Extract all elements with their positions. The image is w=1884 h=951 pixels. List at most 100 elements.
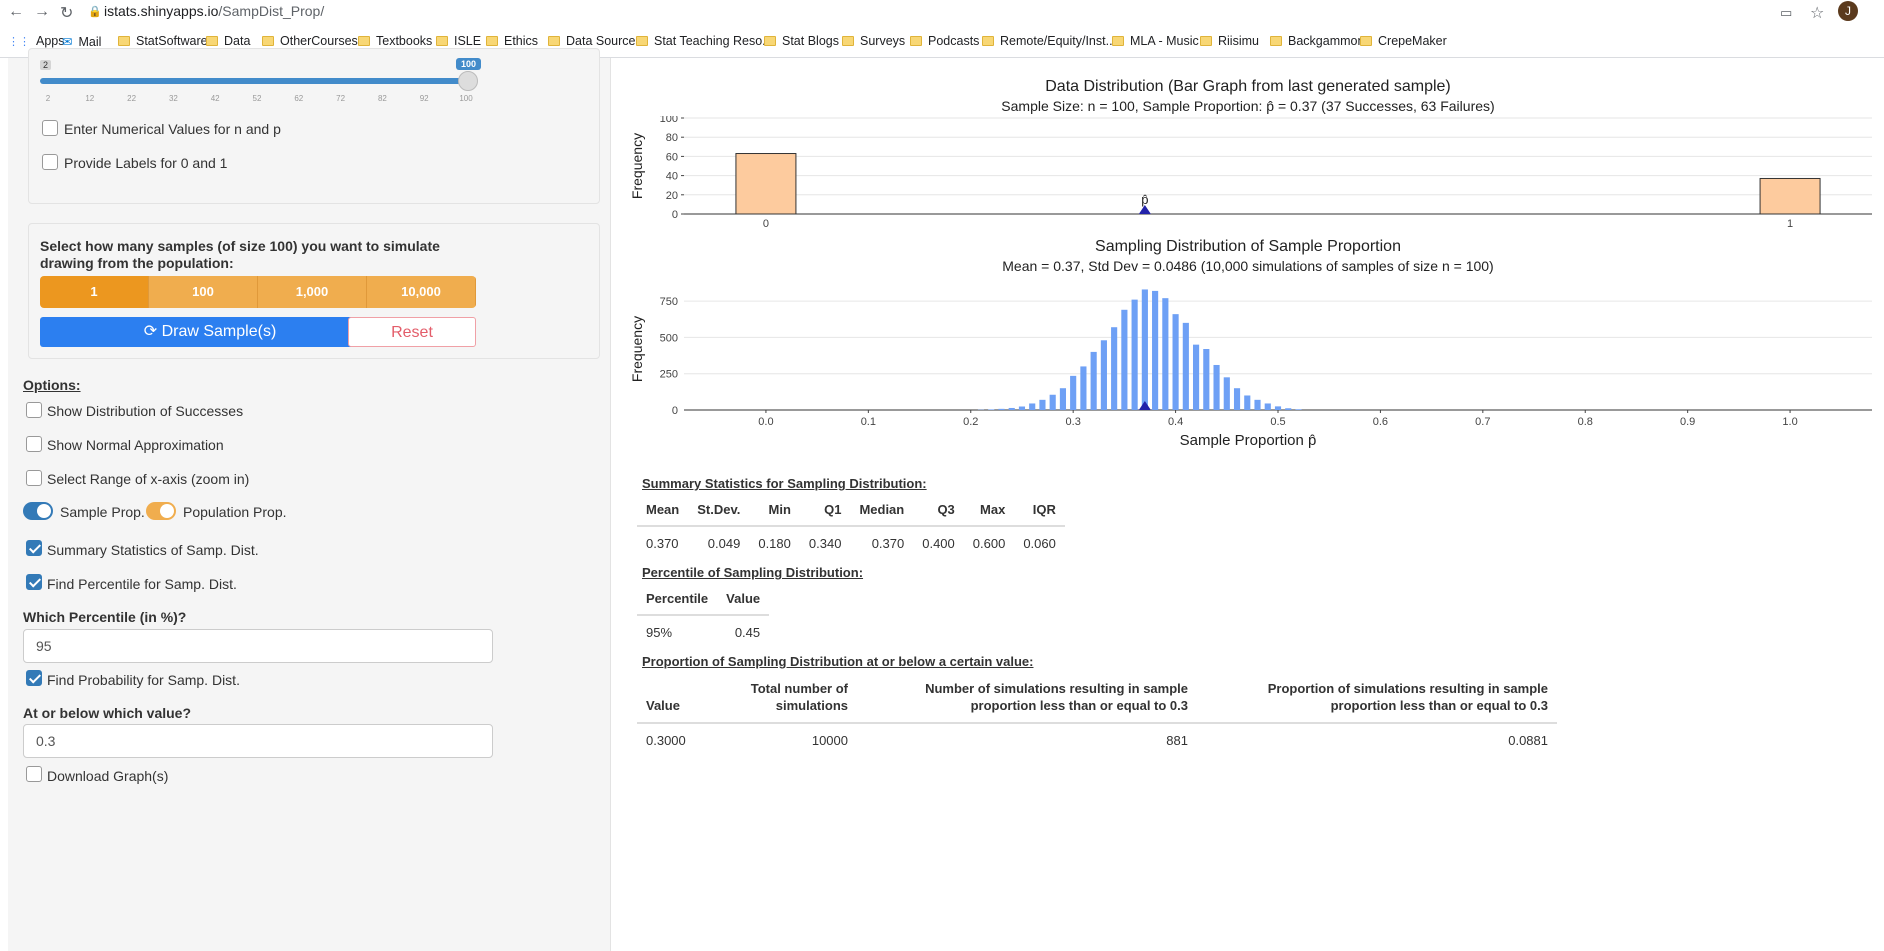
x-tick-label: 0.6 bbox=[1373, 416, 1388, 428]
folder-icon bbox=[764, 36, 776, 46]
slider-tick-label: 100 bbox=[459, 94, 473, 103]
show-successes-checkbox[interactable] bbox=[26, 402, 42, 418]
y-tick-label: 60 bbox=[666, 151, 678, 163]
back-icon[interactable]: ← bbox=[8, 3, 24, 20]
table-cell: 881 bbox=[1166, 733, 1188, 748]
bookmark-stat-blogs[interactable]: Stat Blogs bbox=[764, 34, 839, 48]
table-cell: 0.180 bbox=[758, 536, 791, 551]
sample-choice-1[interactable]: 1 bbox=[40, 276, 149, 308]
bookmark-isle[interactable]: ISLE bbox=[436, 34, 481, 48]
folder-icon bbox=[910, 36, 922, 46]
find-percentile-checkbox[interactable] bbox=[26, 574, 42, 590]
table-header-cell: Percentile bbox=[637, 585, 718, 616]
bookmark-statsoftware[interactable]: StatSoftware bbox=[118, 34, 208, 48]
bookmark-mla-music[interactable]: MLA - Music bbox=[1112, 34, 1199, 48]
x-tick-label: 1 bbox=[1787, 218, 1793, 230]
y-tick-label: 20 bbox=[666, 190, 678, 202]
histogram-bar bbox=[1233, 388, 1241, 410]
reset-button[interactable]: Reset bbox=[348, 317, 476, 347]
folder-icon bbox=[436, 36, 448, 46]
zoom-range-label: Select Range of x-axis (zoom in) bbox=[47, 471, 250, 487]
table-header-cell: St.Dev. bbox=[688, 496, 750, 527]
previous-chart-sliver bbox=[612, 58, 1884, 70]
bookmark-ethics[interactable]: Ethics bbox=[486, 34, 538, 48]
histogram-bar bbox=[1182, 322, 1189, 410]
refresh-icon: ⟳ bbox=[143, 323, 162, 340]
bookmark-label: Surveys bbox=[860, 34, 906, 48]
normal-approx-label: Show Normal Approximation bbox=[47, 437, 224, 453]
histogram-bar bbox=[1172, 314, 1179, 410]
table-cell: 0.400 bbox=[922, 536, 955, 551]
summary-stats-checkbox[interactable] bbox=[26, 540, 42, 556]
histogram-bar bbox=[998, 408, 1005, 410]
population-prop-toggle[interactable] bbox=[146, 502, 176, 520]
y-tick-label: 80 bbox=[666, 132, 678, 144]
samples-prompt: Select how many samples (of size 100) yo… bbox=[40, 238, 440, 271]
bookmark-label: Mail bbox=[78, 34, 102, 49]
bookmark-surveys[interactable]: Surveys bbox=[842, 34, 905, 48]
y-tick-label: 250 bbox=[660, 369, 678, 381]
provide-labels-checkbox[interactable] bbox=[42, 154, 58, 170]
bookmark-apps[interactable]: ⋮⋮ Apps bbox=[8, 34, 65, 48]
forward-icon[interactable]: → bbox=[34, 3, 50, 20]
url-field[interactable]: istats.shinyapps.io/SampDist_Prop/ bbox=[104, 3, 325, 19]
folder-icon bbox=[1360, 36, 1372, 46]
x-tick-label: 0.8 bbox=[1578, 416, 1593, 428]
folder-icon bbox=[1200, 36, 1212, 46]
bookmark-riisimu[interactable]: Riisimu bbox=[1200, 34, 1259, 48]
zoom-range-checkbox[interactable] bbox=[26, 470, 42, 486]
table-cell: 0.370 bbox=[871, 536, 905, 551]
options-heading: Options: bbox=[23, 377, 81, 393]
slider-track[interactable] bbox=[40, 78, 470, 84]
y-tick-label: 500 bbox=[660, 332, 678, 344]
table-cell: 10000 bbox=[811, 733, 848, 748]
slider-handle[interactable] bbox=[458, 71, 478, 91]
sample-choice-100[interactable]: 100 bbox=[149, 276, 258, 308]
bookmark-data-sources[interactable]: Data Sources bbox=[548, 34, 642, 48]
bookmark-label: ISLE bbox=[454, 34, 482, 48]
histogram-bar bbox=[1285, 408, 1292, 410]
folder-icon bbox=[358, 36, 370, 46]
bookmark-label: Backgammon bbox=[1288, 34, 1365, 48]
histogram-bar bbox=[1070, 375, 1077, 410]
percentile-input[interactable]: 95 bbox=[23, 629, 493, 663]
cast-icon[interactable]: ▭ bbox=[1780, 5, 1793, 20]
sample-prop-marker bbox=[1138, 205, 1151, 214]
download-graphs-checkbox[interactable] bbox=[26, 766, 42, 782]
percentile-heading: Percentile of Sampling Distribution: bbox=[642, 565, 864, 580]
bookmark-backgammon[interactable]: Backgammon bbox=[1270, 34, 1364, 48]
bookmark-label: MLA - Music bbox=[1130, 34, 1199, 48]
bookmark-crepemaker[interactable]: CrepeMaker bbox=[1360, 34, 1447, 48]
x-tick-label: 0.7 bbox=[1475, 416, 1490, 428]
below-value-input[interactable]: 0.3 bbox=[23, 724, 493, 758]
bookmark-othercourses[interactable]: OtherCourses bbox=[262, 34, 358, 48]
bookmark-data[interactable]: Data bbox=[206, 34, 250, 48]
normal-approx-checkbox[interactable] bbox=[26, 436, 42, 452]
histogram-bar bbox=[1162, 298, 1169, 410]
samp-dist-xlabel: Sample Proportion p̂ bbox=[1179, 432, 1317, 449]
find-probability-checkbox[interactable] bbox=[26, 670, 42, 686]
bookmark-podcasts[interactable]: Podcasts bbox=[910, 34, 979, 48]
histogram-bar bbox=[1264, 403, 1271, 410]
histogram-bar bbox=[1121, 309, 1128, 410]
bookmarks-bar: ⋮⋮ Apps ✉ Mail StatSoftware Data OtherCourses T… bbox=[0, 34, 1884, 54]
sample-choice-10000[interactable]: 10,000 bbox=[367, 276, 476, 308]
reload-icon[interactable]: ↻ bbox=[60, 5, 74, 22]
star-icon[interactable]: ☆ bbox=[1810, 5, 1825, 22]
bookmark-label: CrepeMaker bbox=[1378, 34, 1447, 48]
sample-choice-1000[interactable]: 1,000 bbox=[258, 276, 367, 308]
bookmark-textbooks[interactable]: Textbooks bbox=[358, 34, 432, 48]
bookmark-label: Remote/Equity/Inst... bbox=[1000, 34, 1117, 48]
bookmark-remote-equity-inst[interactable]: Remote/Equity/Inst... bbox=[982, 34, 1116, 48]
sample-prop-toggle[interactable] bbox=[23, 502, 53, 520]
enter-numerical-checkbox[interactable] bbox=[42, 120, 58, 136]
histogram-bar bbox=[1254, 399, 1261, 410]
bookmark-label: StatSoftware bbox=[136, 34, 208, 48]
bookmark-label: Data bbox=[224, 34, 251, 48]
draw-samples-button[interactable]: ⟳ Draw Sample(s) bbox=[40, 317, 380, 347]
slider-tick-label: 72 bbox=[336, 94, 346, 103]
bookmark-mail[interactable]: ✉ Mail bbox=[62, 34, 102, 50]
avatar[interactable]: J bbox=[1838, 1, 1858, 21]
bookmark-stat-teaching-reso[interactable]: Stat Teaching Reso... bbox=[636, 34, 773, 48]
histogram-bar bbox=[988, 409, 995, 410]
